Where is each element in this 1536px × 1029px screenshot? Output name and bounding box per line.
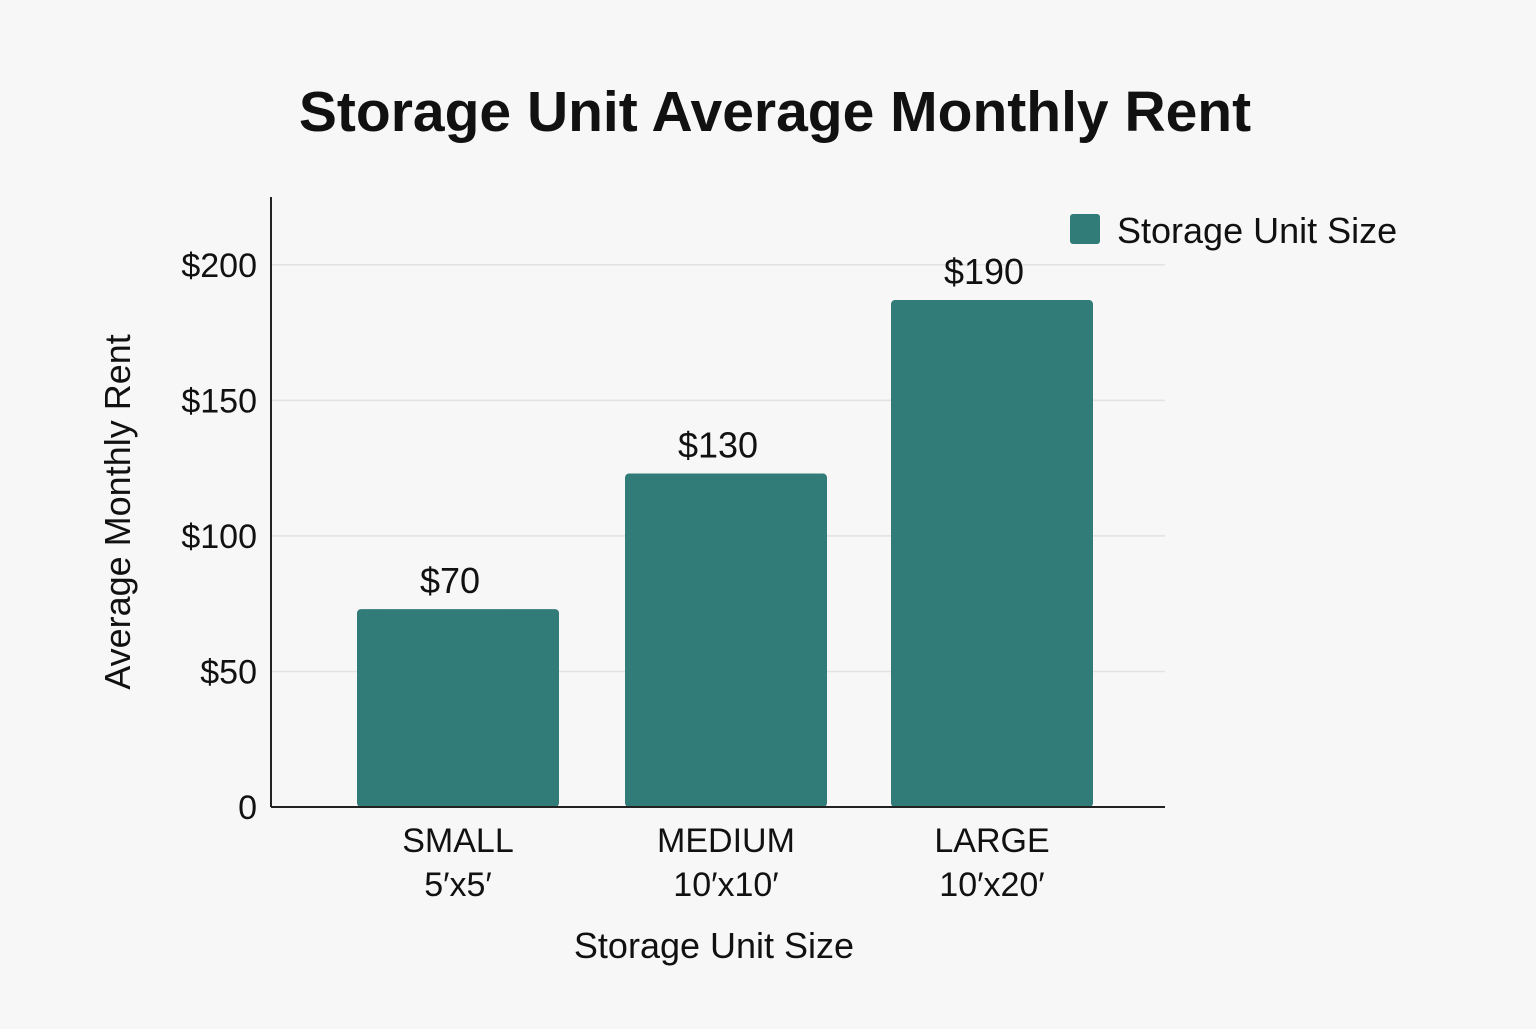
x-tick-label-size: 10′x10′ (673, 866, 778, 904)
x-tick-label-name: MEDIUM (657, 822, 795, 860)
legend-label: Storage Unit Size (1117, 210, 1397, 251)
x-tick-label-name: LARGE (934, 822, 1049, 860)
data-label: $190 (944, 251, 1024, 292)
y-tick-label: 0 (238, 789, 257, 827)
x-tick-label-name: SMALL (402, 822, 514, 860)
data-labels: $70 $130 $190 (420, 251, 1024, 601)
x-tick-labels: SMALL 5′x5′ MEDIUM 10′x10′ LARGE 10′x20′ (402, 822, 1049, 904)
legend: Storage Unit Size (1070, 210, 1397, 251)
data-label: $130 (678, 425, 758, 466)
x-axis-label: Storage Unit Size (574, 925, 854, 966)
axes (270, 197, 1165, 808)
y-tick-label: $200 (181, 247, 257, 285)
x-tick-label-size: 5′x5′ (424, 866, 492, 904)
legend-swatch (1070, 214, 1100, 244)
y-tick-label: $100 (181, 518, 257, 556)
y-tick-label: $50 (200, 653, 257, 691)
x-tick-label-size: 10′x20′ (939, 866, 1044, 904)
y-axis-label: Average Monthly Rent (97, 334, 138, 690)
chart-title: Storage Unit Average Monthly Rent (299, 80, 1251, 144)
bar-small (357, 609, 559, 807)
bars (357, 300, 1093, 807)
bar-large (891, 300, 1093, 807)
bar-medium (625, 473, 827, 807)
y-tick-label: $150 (181, 382, 257, 420)
y-tick-labels: 0 $50 $100 $150 $200 (181, 247, 257, 827)
data-label: $70 (420, 560, 480, 601)
